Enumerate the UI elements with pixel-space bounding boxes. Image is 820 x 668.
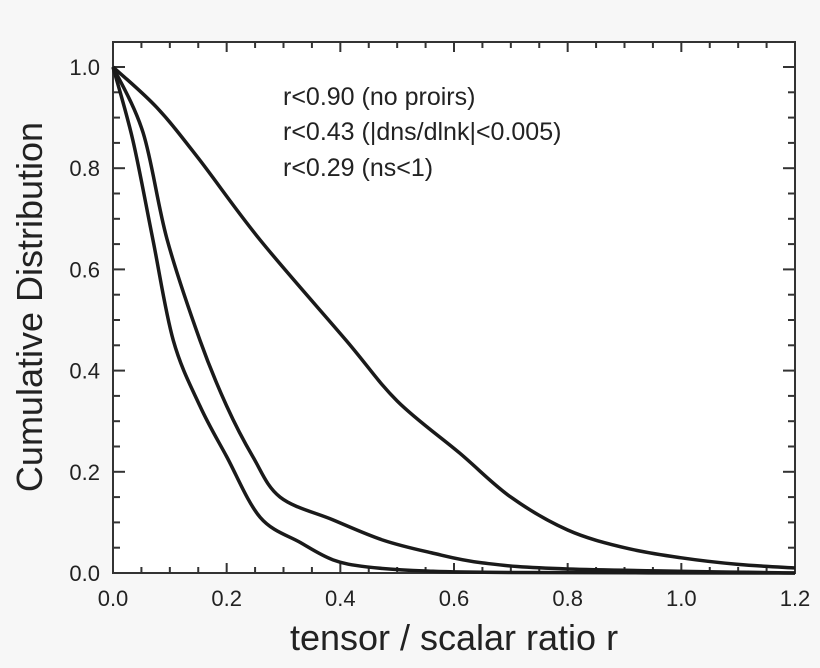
y-axis-title: Cumulative Distribution [9,122,50,492]
x-tick-label: 0.8 [552,586,583,611]
annotation-3: r<0.29 (ns<1) [283,154,433,182]
y-tick-label: 0.8 [69,156,100,181]
x-tick-label: 0.2 [211,586,242,611]
y-tick-label: 0.4 [69,359,100,384]
y-tick-label: 0.0 [69,561,100,586]
plot-frame [112,41,796,574]
series-line-2 [111,66,796,575]
y-tick-label: 0.2 [69,460,100,485]
annotation-2: r<0.43 (|dns/dlnk|<0.005) [283,118,561,146]
x-tick-labels: 0.0 0.2 0.4 0.6 0.8 1.0 1.2 [98,586,811,611]
x-tick-label: 0.0 [98,586,129,611]
y-tick-label: 0.6 [69,257,100,282]
y-tick-label: 1.0 [69,55,100,80]
series-lines [111,65,796,575]
x-tick-label: 0.4 [325,586,356,611]
x-tick-label: 0.6 [439,586,470,611]
series-line-3 [111,66,796,575]
y-tick-labels: 0.0 0.2 0.4 0.6 0.8 1.0 [69,55,100,586]
annotation-1: r<0.90 (no proirs) [283,83,475,111]
x-tick-label: 1.0 [666,586,697,611]
series-line-1 [111,65,796,570]
x-tick-label: 1.2 [780,586,811,611]
x-axis-title: tensor / scalar ratio r [290,617,618,658]
